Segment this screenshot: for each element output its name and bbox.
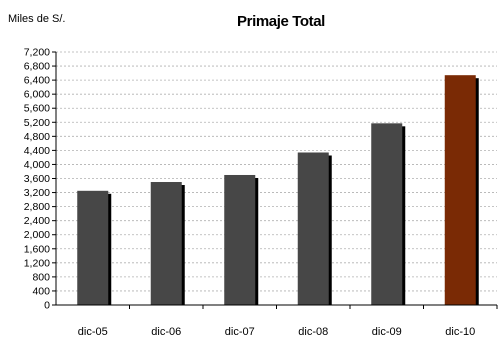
bar	[150, 182, 182, 305]
x-tick-label: dic-06	[151, 326, 181, 338]
y-tick-label: 2,000	[24, 229, 50, 241]
bar	[444, 75, 476, 305]
y-tick-label: 5,600	[24, 103, 50, 115]
y-tick-label: 1,200	[24, 257, 50, 269]
y-tick-label: 800	[32, 271, 50, 283]
y-tick-label: 400	[32, 285, 50, 297]
y-tick-label: 3,600	[24, 173, 50, 185]
y-tick-label: 0	[44, 300, 50, 312]
y-tick-label: 5,200	[24, 117, 50, 129]
y-axis-ticks: 0 400 800 1,200 1,600 2,000 2,400 2,800 3,200 3,6…	[24, 47, 56, 312]
y-tick-label: 1,600	[24, 243, 50, 255]
chart-title: Primaje Total	[237, 13, 325, 30]
bars	[77, 75, 479, 306]
bar	[77, 190, 109, 305]
y-unit-label: Miles de S/.	[8, 13, 65, 25]
y-tick-label: 2,800	[24, 201, 50, 213]
bar	[371, 123, 403, 306]
x-tick-label: dic-07	[225, 326, 255, 338]
y-tick-label: 6,800	[24, 61, 50, 73]
x-tick-label: dic-10	[445, 326, 475, 338]
x-axis-ticks: dic-05 dic-06 dic-07 dic-08 dic-09 dic-10	[78, 305, 498, 338]
y-tick-label: 3,200	[24, 187, 50, 199]
x-tick-label: dic-09	[372, 326, 402, 338]
y-tick-label: 7,200	[24, 47, 50, 59]
y-tick-label: 2,400	[24, 215, 50, 227]
gridlines	[56, 51, 497, 292]
bar	[297, 152, 329, 305]
y-tick-label: 6,400	[24, 75, 50, 87]
x-tick-label: dic-08	[298, 326, 328, 338]
bar	[224, 174, 256, 305]
x-tick-label: dic-05	[78, 326, 108, 338]
y-tick-label: 4,000	[24, 159, 50, 171]
y-tick-label: 4,800	[24, 131, 50, 143]
y-tick-label: 6,000	[24, 89, 50, 101]
y-tick-label: 4,400	[24, 145, 50, 157]
